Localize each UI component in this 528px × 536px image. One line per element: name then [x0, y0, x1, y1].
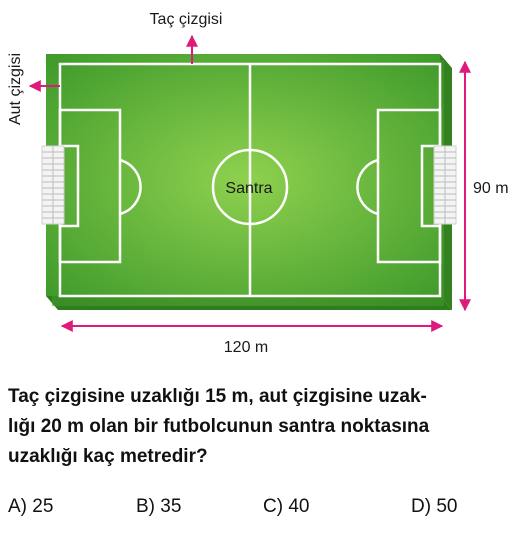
football-field-diagram: Santra 120 m 90 m Taç çizgisi Aut çizgis… [7, 11, 509, 356]
center-label: Santra [225, 180, 272, 197]
question-line-2: lığı 20 m olan bir futbolcunun santra no… [8, 416, 430, 437]
penalty-arc-right [356, 158, 379, 216]
penalty-arc-left [119, 158, 142, 216]
center-circle [211, 148, 289, 226]
question-line-1: Taç çizgisine uzaklığı 15 m, aut çizgisi… [8, 386, 427, 407]
option-d[interactable]: D) 50 [411, 496, 458, 517]
option-c[interactable]: C) 40 [263, 496, 310, 517]
option-b[interactable]: B) 35 [136, 496, 182, 517]
question-line-3: uzaklığı kaç metredir? [8, 446, 208, 467]
height-label: 90 m [473, 180, 509, 197]
option-a[interactable]: A) 25 [8, 496, 54, 517]
answer-options: A) 25 B) 35 C) 40 D) 50 [8, 496, 522, 526]
width-label: 120 m [224, 339, 268, 356]
goal-right [433, 145, 457, 225]
goal-line-label: Aut çizgisi [7, 53, 24, 125]
question-text: Taç çizgisine uzaklığı 15 m, aut çizgisi… [8, 382, 522, 472]
touchline-label: Taç çizgisi [150, 11, 223, 28]
goal-left [41, 145, 65, 225]
